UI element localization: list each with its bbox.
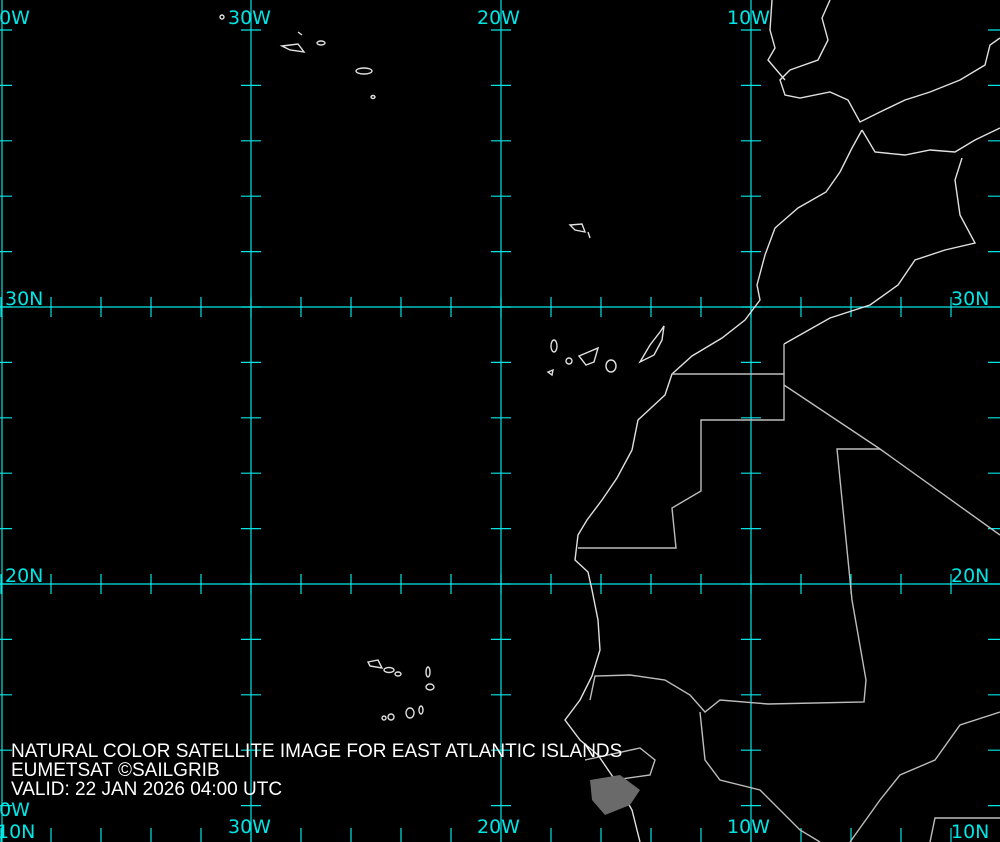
coastlines	[219, 0, 1000, 842]
caption-title: NATURAL COLOR SATELLITE IMAGE FOR EAST A…	[11, 741, 623, 762]
azores-islands	[219, 14, 376, 100]
lat-label-30n-right: 30N	[951, 288, 990, 310]
lon-label-10w-top: 10W	[727, 7, 770, 29]
cape-verde-islands	[366, 659, 435, 721]
canary-islands	[546, 325, 665, 377]
bissagos-land	[590, 775, 640, 815]
lat-label-30n-left: 30N	[5, 288, 44, 310]
western-sahara-border	[578, 373, 785, 549]
lat-label-10n-left: 10N	[0, 821, 36, 842]
lon-label-40w-top: 40W	[0, 7, 30, 29]
mauritania-mali-border	[589, 448, 880, 713]
lat-label-20n-right: 20N	[951, 565, 990, 587]
morocco-algeria-border	[783, 157, 977, 345]
lat-label-10n-right: 10N	[951, 821, 990, 842]
caption-valid-time: VALID: 22 JAN 2026 04:00 UTC	[11, 779, 283, 800]
iberia-coast	[779, 0, 1000, 123]
mali-east-border	[699, 711, 821, 842]
africa-north-coast	[861, 127, 1000, 156]
lon-label-20w-bottom: 20W	[477, 816, 520, 838]
lon-label-40w-bottom: 40W	[0, 799, 30, 821]
algeria-mauritania-border	[783, 384, 1000, 536]
iberia-west-coast	[767, 0, 786, 81]
lon-label-20w-top: 20W	[477, 7, 520, 29]
madeira-islands	[568, 223, 591, 239]
caption-source: EUMETSAT ©SAILGRIB	[11, 760, 220, 781]
gambia-border	[584, 747, 656, 783]
lat-label-20n-left: 20N	[5, 565, 44, 587]
lon-label-30w-top: 30W	[228, 7, 271, 29]
lon-label-10w-bottom: 10W	[727, 816, 770, 838]
lon-label-30w-bottom: 30W	[228, 816, 271, 838]
africa-west-coast	[564, 129, 863, 842]
west-africa-border	[849, 711, 1000, 842]
guinea-coast	[929, 817, 1000, 842]
